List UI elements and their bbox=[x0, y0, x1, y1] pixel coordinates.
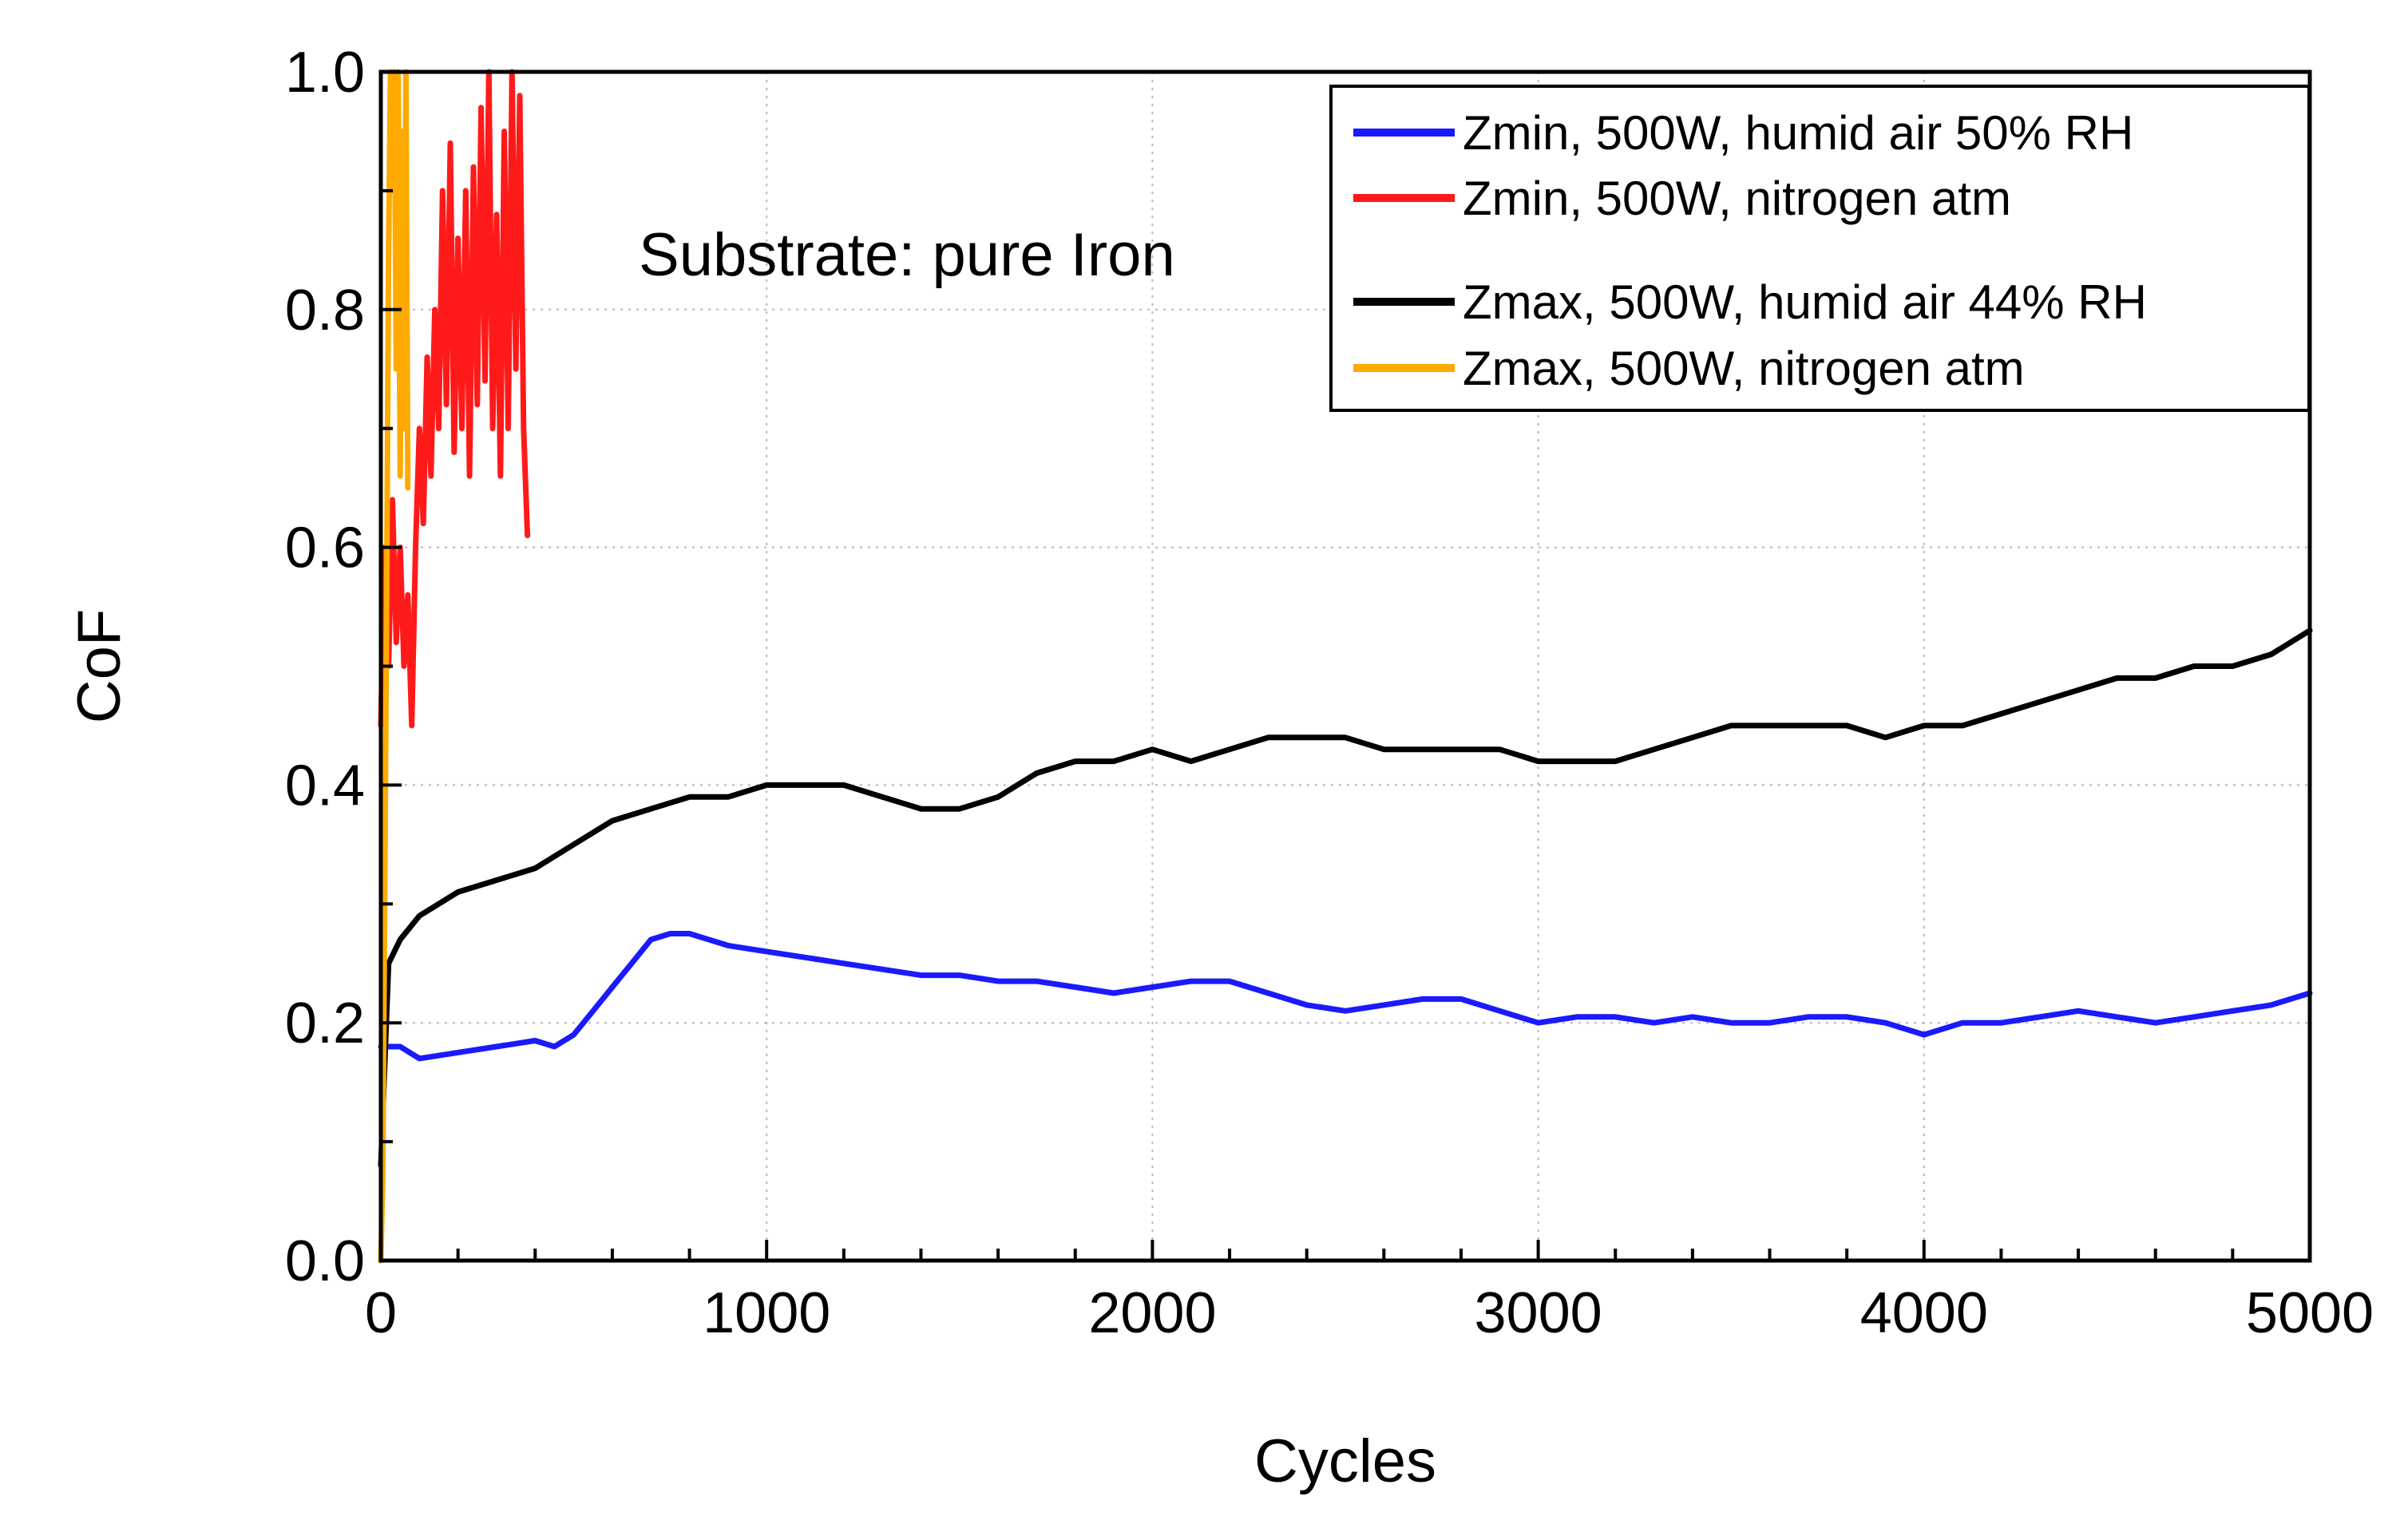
y-tick-label-4: 0.8 bbox=[285, 279, 365, 342]
substrate-annotation: Substrate: pure Iron bbox=[639, 221, 1175, 289]
x-axis-title: Cycles bbox=[1254, 1427, 1436, 1495]
x-tick-label-2: 2000 bbox=[1088, 1281, 1216, 1345]
series-line-1 bbox=[378, 69, 531, 729]
tick-labels: 0 1000 2000 3000 4000 5000 0.0 0.2 0.4 0.6 0.8 1.0 bbox=[285, 41, 2374, 1345]
y-tick-label-0: 0.0 bbox=[285, 1229, 365, 1293]
legend-label-zmax-nitrogen: Zmax, 500W, nitrogen atm bbox=[1463, 342, 2025, 395]
series-line-0 bbox=[378, 931, 2313, 1062]
legend: Zmin, 500W, humid air 50% RH Zmin, 500W,… bbox=[1329, 85, 2311, 412]
legend-box bbox=[1329, 85, 2311, 412]
y-axis-title: CoF bbox=[65, 609, 133, 724]
x-tick-label-4: 4000 bbox=[1860, 1281, 1988, 1345]
grid-lines bbox=[381, 72, 2310, 1261]
legend-label-zmin-humid: Zmin, 500W, humid air 50% RH bbox=[1463, 106, 2133, 160]
x-tick-label-3: 3000 bbox=[1475, 1281, 1602, 1345]
series-line-2 bbox=[378, 627, 2313, 1169]
x-tick-label-5: 5000 bbox=[2246, 1281, 2374, 1345]
y-tick-label-3: 0.6 bbox=[285, 517, 365, 580]
y-tick-label-2: 0.4 bbox=[285, 754, 365, 817]
legend-label-zmin-nitrogen: Zmin, 500W, nitrogen atm bbox=[1463, 172, 2011, 225]
axis-ticks bbox=[379, 70, 2311, 1262]
x-tick-label-1: 1000 bbox=[703, 1281, 830, 1345]
x-tick-label-0: 0 bbox=[365, 1281, 397, 1345]
y-tick-label-5: 1.0 bbox=[285, 41, 365, 105]
legend-label-zmax-humid: Zmax, 500W, humid air 44% RH bbox=[1463, 275, 2147, 329]
y-tick-label-1: 0.2 bbox=[285, 992, 365, 1055]
